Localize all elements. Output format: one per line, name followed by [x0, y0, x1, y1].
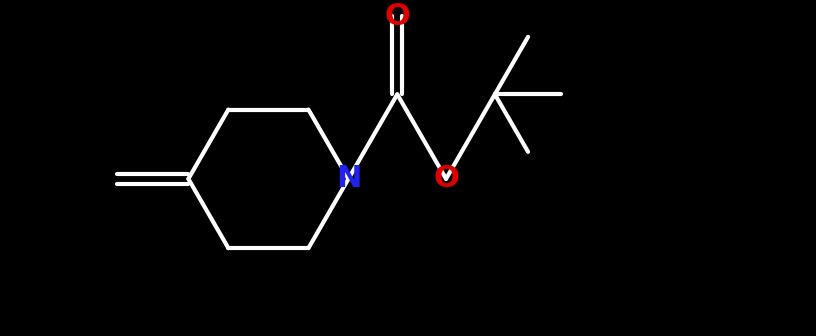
Text: N: N [335, 164, 361, 193]
Text: O: O [433, 164, 459, 193]
Text: O: O [384, 2, 410, 31]
